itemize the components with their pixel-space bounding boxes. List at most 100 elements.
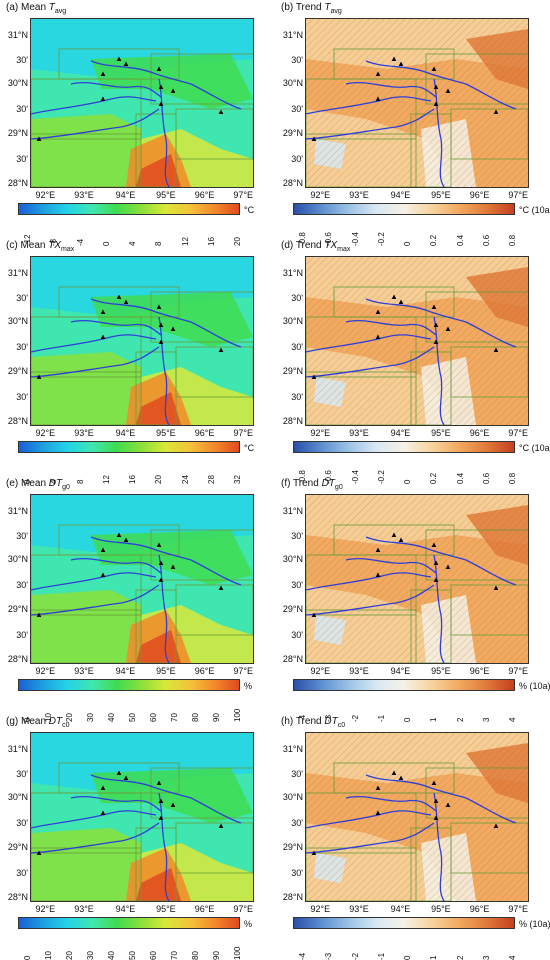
lon-label: 95°E [431,904,451,914]
colorbar [293,441,515,453]
lat-label: 31°N [7,268,28,278]
significance-hatching [306,257,528,425]
panel-prefix: (a) Mean [6,2,49,13]
colorbar-unit: % [244,681,253,691]
colorbar [18,917,240,929]
station-marker [433,798,439,803]
river-line [31,810,157,829]
lat-label: 28°N [282,891,303,902]
station-marker [100,334,106,339]
lat-label: 30' [291,629,303,640]
subregion-box [306,554,417,616]
subregion-box [306,133,417,187]
station-marker [391,294,397,299]
subregion-box [425,53,528,105]
station-marker [218,823,224,828]
river-line [90,536,242,586]
subregion-box [150,767,253,819]
panel-variable: TX [48,240,62,251]
lat-label: 29°N [282,128,303,139]
lon-label: 94°E [115,428,136,438]
field-patch [136,392,181,425]
lon-label: 96°E [194,428,215,438]
field-patch [136,154,181,187]
subregion-box [450,346,528,398]
station-marker [493,585,499,590]
river-line [345,319,437,336]
colorbar-tick: 50 [128,951,137,960]
panel-variable-subscript: max [61,246,75,253]
station-marker [158,560,164,565]
lon-label: 92°E [310,904,331,914]
lat-label: 30°N [282,316,303,326]
station-marker [156,780,162,785]
station-marker [116,770,122,775]
station-marker [123,775,129,780]
map-panel-f: (f) Trend DTg0 % (10a)-1 31°N 30' 30°N 30' 2… [275,476,550,722]
panel-prefix: (g) Mean [6,716,49,727]
map-panel-a: (a) Mean Tavg °C 31°N 30' 30°N 30' 29°N 30' 28… [0,0,275,246]
station-marker [398,299,404,304]
colorbar-unit: °C (10a)-1 [519,205,550,215]
river-line [70,81,162,98]
lon-label: 97°E [508,428,528,438]
station-marker [100,547,106,552]
subregion-box [175,584,253,636]
lat-label: 30' [16,104,28,115]
subregion-box [31,371,142,425]
subregion-box [31,78,142,140]
river-line [306,584,435,616]
lat-label: 31°N [282,744,303,754]
subregion-box [425,291,528,343]
lon-label: 93°E [74,666,94,676]
lat-label: 30°N [7,316,28,326]
map-plot [30,18,254,188]
lat-label: 30' [16,55,28,66]
colorbar-tick: 10 [44,951,53,960]
map-svg [31,733,253,901]
lon-label: 96°E [194,190,215,200]
colorbar-tick: 70 [170,951,179,960]
panel-variable: DT [48,716,63,727]
lon-label: 97°E [508,666,528,676]
lon-label: 92°E [35,666,56,676]
lat-label: 30' [291,769,303,780]
colorbar [18,441,240,453]
subregion-box [175,108,253,160]
station-marker [433,84,439,89]
colorbar-tick: 100 [233,946,242,960]
subregion-box [450,108,528,160]
map-panel-b: (b) Trend Tavg °C (10a)-1 31°N 30' 30°N 30'… [275,0,550,246]
map-svg [306,19,528,187]
station-marker [433,339,439,344]
lat-label: 30' [16,629,28,640]
map-panel-d: (d) Trend TXmax °C (10a)-1 31°N 30' 30°N 30… [275,238,550,484]
map-plot [30,732,254,902]
panel-title: (d) Trend TXmax [281,240,350,253]
station-marker [433,815,439,820]
lat-label: 30' [16,293,28,304]
station-marker [493,347,499,352]
lon-label: 95°E [156,904,176,914]
river-line [31,584,160,616]
river-line [158,316,170,425]
significance-hatching [306,19,528,187]
panel-variable-subscript: avg [330,8,342,15]
colorbar-unit: °C (10a)-1 [519,443,550,453]
lon-label: 92°E [35,428,56,438]
lat-label: 28°N [282,177,303,188]
colorbar-tick: 30 [86,951,95,960]
colorbar-tick: 60 [149,951,158,960]
colorbar-tick: 40 [107,951,116,960]
station-marker [445,802,451,807]
lon-label: 97°E [233,190,253,200]
station-marker [116,56,122,61]
river-line [365,536,517,586]
river-line [31,572,157,591]
lon-label: 92°E [35,904,56,914]
station-marker [170,564,176,569]
station-marker [123,61,129,66]
station-marker [100,309,106,314]
subregion-box [31,792,142,854]
panel-variable-subscript: avg [54,8,67,15]
